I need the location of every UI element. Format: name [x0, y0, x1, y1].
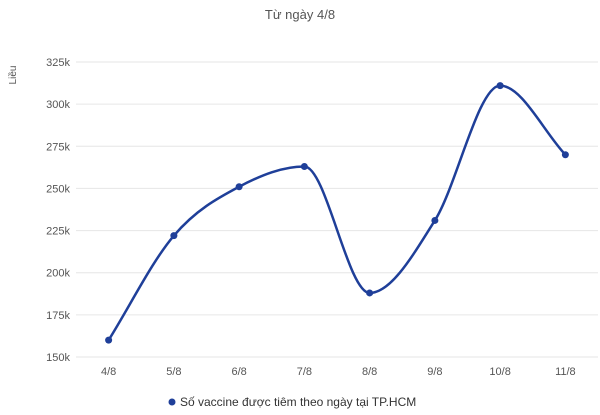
y-tick-label: 250k [46, 183, 70, 195]
y-tick-label: 200k [46, 268, 70, 280]
x-tick-label: 10/8 [489, 366, 510, 378]
data-point [105, 336, 113, 344]
x-tick-labels: 4/8 5/8 6/8 7/8 8/8 9/8 10/8 11/8 [101, 366, 576, 378]
x-tick-label: 11/8 [555, 366, 576, 378]
y-axis-label: Liều [7, 66, 19, 85]
chart-title: Từ ngày 4/8 [265, 7, 335, 22]
y-tick-label: 175k [46, 310, 70, 322]
x-tick-label: 9/8 [427, 366, 442, 378]
legend-label: Số vaccine được tiêm theo ngày tại TP.HC… [180, 395, 416, 409]
grid-lines [76, 61, 598, 358]
data-point [366, 289, 374, 297]
data-point [561, 151, 569, 159]
y-tick-label: 325k [46, 57, 70, 69]
data-point [235, 183, 243, 191]
y-tick-label: 300k [46, 99, 70, 111]
series-layer [105, 82, 569, 344]
x-tick-label: 5/8 [166, 366, 181, 378]
x-tick-label: 6/8 [231, 366, 246, 378]
x-tick-label: 4/8 [101, 366, 116, 378]
series-line [107, 84, 567, 341]
legend-marker [168, 398, 176, 406]
x-tick-label: 7/8 [297, 366, 312, 378]
y-tick-label: 225k [46, 226, 70, 238]
legend[interactable]: Số vaccine được tiêm theo ngày tại TP.HC… [168, 395, 417, 409]
x-tick-label: 8/8 [362, 366, 377, 378]
data-point [300, 163, 308, 171]
y-tick-label: 150k [46, 352, 70, 364]
data-point [496, 82, 504, 90]
data-point [431, 216, 439, 224]
y-tick-labels: 150k 175k 200k 225k 250k 275k 300k 325k [46, 57, 70, 364]
data-point [170, 232, 178, 240]
y-tick-label: 275k [46, 141, 70, 153]
